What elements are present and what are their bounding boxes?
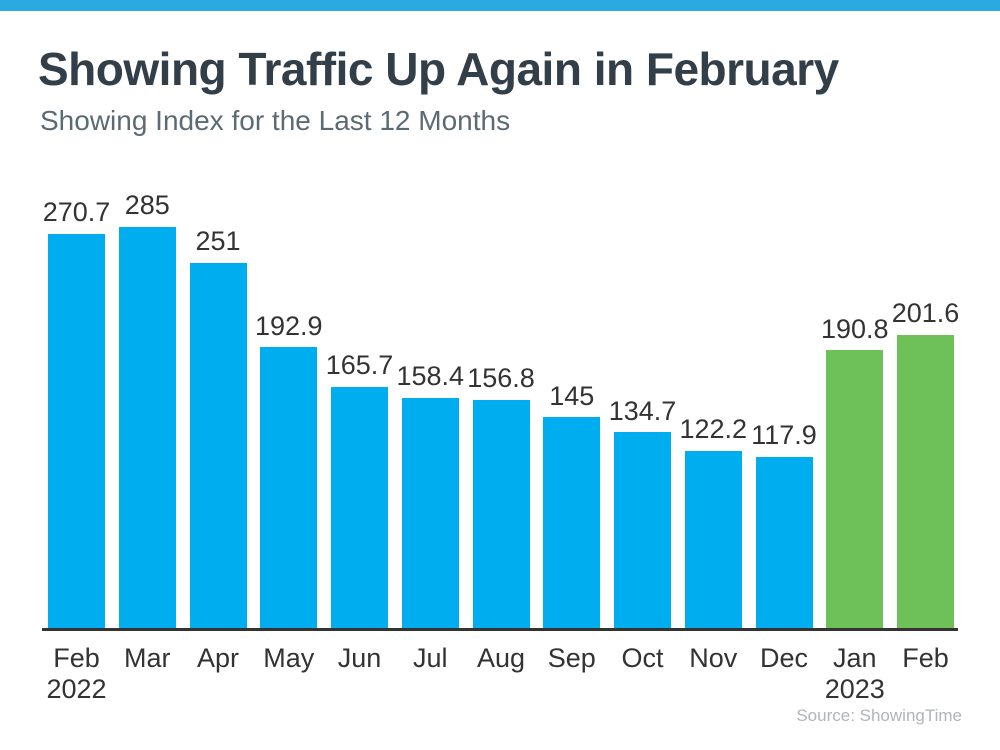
year-label: 2022	[46, 674, 107, 704]
bar-jan-11	[826, 350, 884, 629]
bar-column-apr: 251	[189, 191, 247, 629]
bar-jul-5	[401, 397, 459, 629]
month-label: Jul	[412, 643, 448, 673]
month-label: Mar	[124, 643, 171, 673]
bar-value-label: 145	[549, 380, 595, 411]
bar-column-aug: 156.8	[467, 191, 535, 629]
month-label: May	[263, 643, 315, 673]
month-label: Aug	[476, 643, 526, 673]
bar-column-mar: 285	[118, 190, 176, 629]
bar-aug-6	[472, 400, 530, 629]
bar-jun-4	[331, 387, 388, 629]
x-axis-tick-label: Aug	[473, 643, 530, 705]
bar-column-may: 192.9	[255, 191, 323, 629]
bar-column-dec: 117.9	[751, 191, 817, 629]
year-label: 2023	[824, 674, 885, 704]
month-label: Feb	[902, 643, 949, 673]
chart-title: Showing Traffic Up Again in February	[38, 43, 839, 95]
x-axis-line	[42, 628, 958, 631]
x-axis-tick-label: Mar	[119, 643, 176, 705]
month-label: Feb	[53, 643, 100, 673]
month-label: Jan	[832, 643, 877, 673]
bar-feb-12	[897, 334, 954, 629]
bar-nov-9	[684, 450, 742, 629]
bar-value-label: 117.9	[751, 420, 817, 451]
bar-value-label: 165.7	[325, 350, 394, 381]
month-label: Sep	[547, 643, 596, 673]
month-label: Apr	[196, 643, 240, 673]
bar-value-label: 270.7	[42, 197, 111, 228]
bar-column-nov: 122.2	[679, 191, 747, 629]
bar-value-label: 251	[195, 225, 241, 256]
chart-subtitle: Showing Index for the Last 12 Months	[40, 105, 511, 136]
bar-column-jul: 158.4	[396, 191, 464, 629]
x-axis-tick-label: Feb 2022	[46, 643, 107, 705]
x-axis-tick-label: Dec	[756, 643, 813, 705]
bar-value-label: 134.7	[608, 395, 677, 426]
x-axis-tick-label: May	[260, 643, 317, 705]
x-axis-tick-label: Jul	[402, 643, 459, 705]
bar-value-label: 122.2	[679, 413, 748, 444]
bar-may-3	[260, 347, 318, 629]
bar-column-sep: 145	[543, 191, 601, 629]
month-label: Dec	[759, 643, 808, 673]
bar-apr-2	[189, 262, 247, 629]
x-axis-tick-label: Feb	[897, 643, 954, 705]
x-axis-tick-label: Jan 2023	[824, 643, 885, 705]
bar-value-label: 156.8	[467, 363, 535, 394]
bar-value-label: 158.4	[396, 361, 465, 392]
bar-column-feb-2022: 270.7	[43, 191, 110, 629]
x-axis-labels-row: Feb 2022 Mar Apr May Jun Jul Aug Sep Oct Nov Dec Jan…	[46, 643, 954, 705]
bar-column-oct: 134.7	[609, 191, 676, 629]
bar-value-label: 201.6	[891, 297, 960, 328]
x-axis-tick-label: Jun	[331, 643, 388, 705]
x-axis-tick-label: Oct	[614, 643, 671, 705]
month-label: Oct	[621, 643, 664, 673]
x-axis-tick-label: Apr	[190, 643, 247, 705]
bar-oct-8	[614, 432, 671, 629]
bar-column-feb: 201.6	[892, 191, 959, 629]
bar-feb-0	[48, 233, 105, 629]
bar-dec-10	[755, 456, 813, 629]
x-axis-tick-label: Sep	[543, 643, 600, 705]
source-attribution: Source: ShowingTime	[796, 706, 962, 725]
bar-chart-plot-area: 270.7 285 251 192.9 165.7 158.4 156.8 145 134.7 1…	[43, 190, 959, 629]
month-label: Jun	[337, 643, 382, 673]
bar-mar-1	[118, 226, 176, 629]
top-accent-bar	[0, 0, 1000, 11]
x-axis-tick-label: Nov	[685, 643, 742, 705]
month-label: Nov	[689, 643, 738, 673]
bar-value-label: 192.9	[254, 310, 323, 341]
bar-value-label: 190.8	[820, 313, 889, 344]
bar-value-label: 285	[124, 190, 170, 220]
bar-sep-7	[543, 417, 601, 629]
bar-column-jun: 165.7	[326, 191, 393, 629]
bar-column-jan-2023: 190.8	[821, 191, 889, 629]
